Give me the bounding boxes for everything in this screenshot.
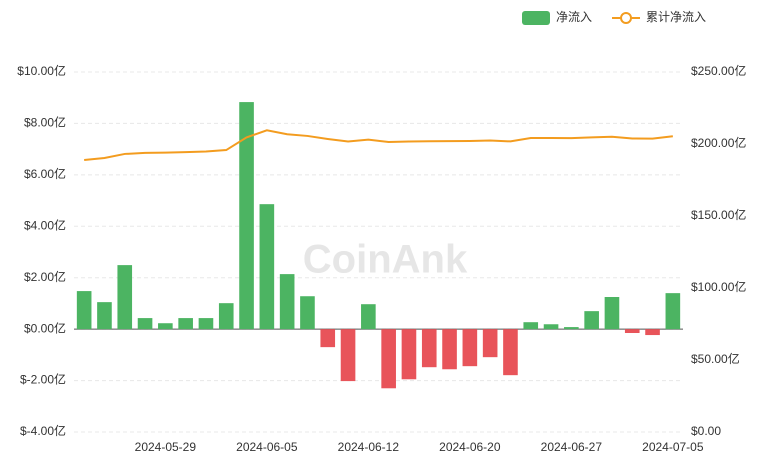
bar — [381, 329, 396, 389]
bar — [564, 327, 579, 330]
bar — [76, 291, 92, 330]
legend-label: 累计净流入 — [646, 10, 706, 24]
bar — [198, 318, 214, 330]
bar — [320, 329, 336, 348]
legend-label: 净流入 — [556, 10, 592, 24]
bar — [158, 323, 173, 330]
bar — [218, 303, 234, 330]
bar — [523, 322, 539, 330]
y2-tick-label: $100.00亿 — [691, 279, 746, 294]
bar — [665, 293, 681, 330]
y-tick-label: $2.00亿 — [24, 269, 66, 284]
bar — [279, 274, 295, 330]
x-tick-label: 2024-07-05 — [642, 440, 704, 454]
bar — [97, 302, 112, 330]
y-tick-label: $-2.00亿 — [20, 372, 66, 387]
y2-tick-label: $250.00亿 — [691, 63, 746, 78]
bar — [401, 329, 417, 380]
bar — [604, 297, 620, 330]
watermark: CoinAnk — [303, 238, 468, 282]
x-tick-label: 2024-06-27 — [541, 440, 603, 454]
legend-swatch — [620, 12, 633, 24]
bar — [645, 329, 660, 336]
y2-tick-label: $200.00亿 — [691, 135, 746, 150]
bar — [543, 324, 559, 330]
y2-tick-label: $50.00亿 — [691, 351, 740, 366]
legend-swatch — [522, 11, 550, 25]
y-tick-label: $4.00亿 — [24, 217, 66, 232]
y-tick-label: $10.00亿 — [17, 63, 66, 78]
bar — [462, 329, 478, 367]
bar — [442, 329, 457, 370]
bar — [482, 329, 498, 358]
line — [84, 129, 673, 161]
bar — [340, 329, 356, 382]
x-tick-label: 2024-06-20 — [439, 440, 501, 454]
y-tick-label: $6.00亿 — [24, 166, 66, 181]
x-tick-label: 2024-06-12 — [338, 440, 400, 454]
y2-tick-label: $0.00 — [691, 424, 721, 438]
x-tick-label: 2024-06-05 — [236, 440, 298, 454]
bar — [137, 318, 153, 330]
bar — [300, 296, 315, 330]
bar — [178, 318, 193, 330]
y-tick-label: $-4.00亿 — [20, 423, 66, 438]
bar — [503, 329, 518, 376]
bar — [239, 102, 254, 330]
bar — [259, 204, 275, 330]
bar — [421, 329, 437, 368]
y-tick-label: $8.00亿 — [24, 115, 66, 130]
bar — [361, 304, 376, 330]
bar — [624, 329, 640, 333]
y2-tick-label: $150.00亿 — [691, 207, 746, 222]
bar — [584, 311, 599, 330]
y-tick-label: $0.00亿 — [24, 320, 66, 335]
bar — [117, 265, 133, 330]
x-tick-label: 2024-05-29 — [135, 440, 197, 454]
